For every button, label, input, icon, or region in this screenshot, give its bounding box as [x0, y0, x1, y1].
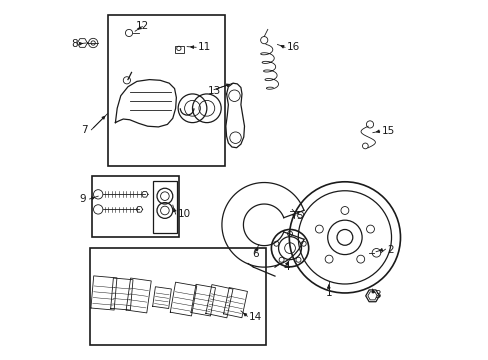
Bar — [92, 176, 179, 237]
Text: 9: 9 — [80, 194, 86, 204]
Text: 15: 15 — [381, 126, 394, 136]
Text: 10: 10 — [177, 209, 190, 219]
Bar — [89, 248, 265, 345]
Text: 6: 6 — [251, 248, 258, 258]
Text: 1: 1 — [325, 288, 331, 298]
Text: 12: 12 — [135, 21, 149, 31]
Text: 3: 3 — [374, 291, 381, 301]
Text: 7: 7 — [81, 125, 88, 135]
Text: 11: 11 — [198, 42, 211, 52]
Text: 16: 16 — [286, 42, 300, 52]
Text: 14: 14 — [249, 312, 262, 322]
Bar — [174, 45, 183, 53]
Text: 2: 2 — [386, 245, 393, 255]
Bar — [107, 15, 224, 166]
Text: 13: 13 — [207, 86, 220, 96]
Bar — [153, 181, 177, 233]
Text: 5: 5 — [296, 211, 302, 221]
Text: 4: 4 — [283, 262, 289, 272]
Text: 8: 8 — [71, 39, 77, 49]
